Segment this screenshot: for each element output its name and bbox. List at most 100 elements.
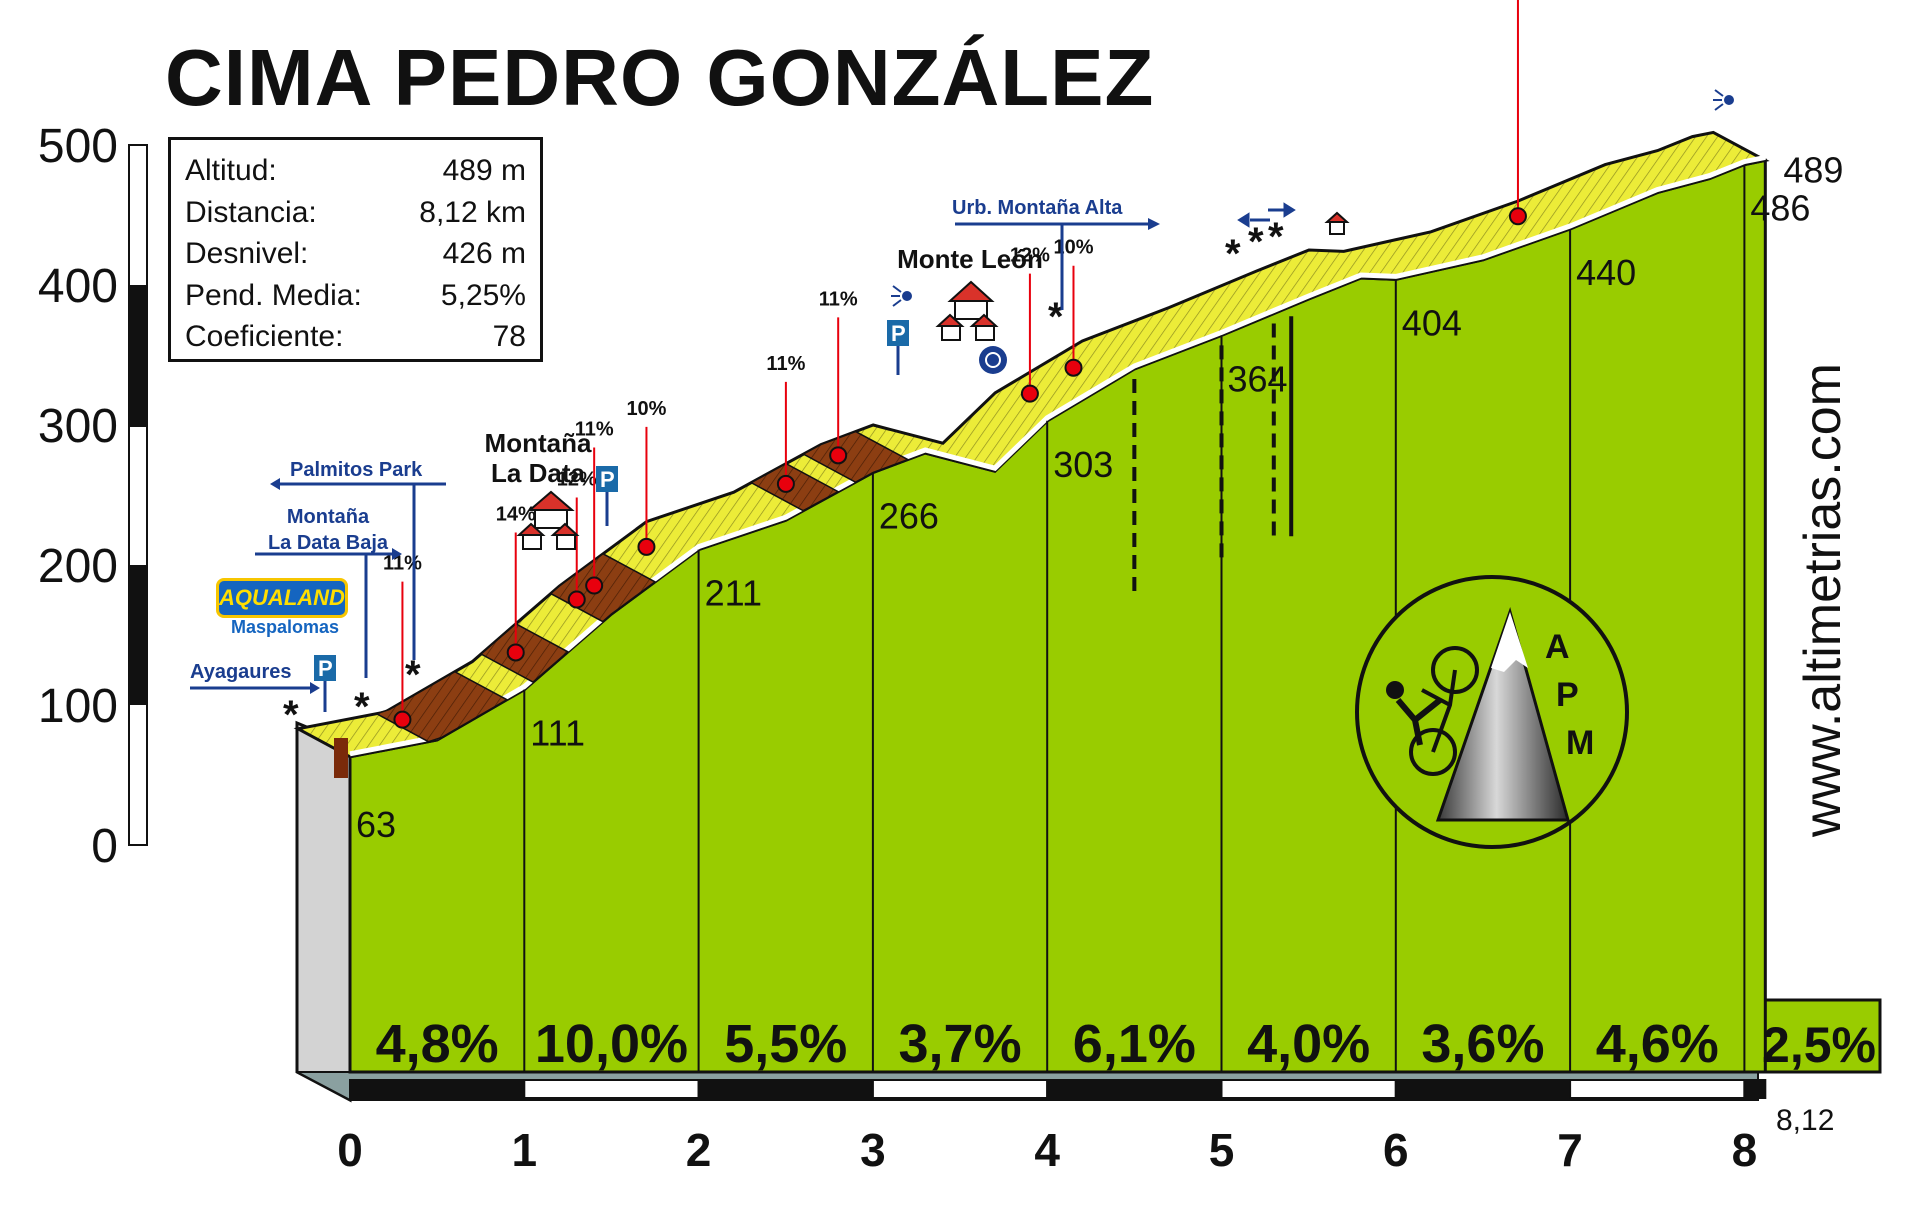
km-bar-segment (1046, 1079, 1223, 1099)
star-icon: * (1225, 232, 1241, 276)
parking-icon-letter: P (318, 656, 333, 681)
y-scale-band (129, 565, 147, 705)
x-tick-label: 6 (1383, 1124, 1409, 1176)
star-icon: * (1268, 215, 1284, 259)
marker-dot (567, 590, 586, 609)
y-tick-label: 200 (38, 540, 118, 593)
place-ayagaures: Ayagaures (190, 661, 292, 683)
place-palmitos-park: Palmitos Park (290, 459, 423, 481)
marker-dot (1508, 207, 1527, 226)
stat-label: Desnivel: (185, 237, 309, 270)
cyclist-icon (1386, 681, 1404, 699)
dashed-markers (1132, 316, 1294, 599)
km-altitude-label: 303 (1053, 444, 1113, 485)
stat-label: Coeficiente: (185, 320, 344, 353)
marker-label: 14% (496, 503, 536, 525)
apm-logo: A P M (1355, 575, 1629, 849)
y-tick-label: 100 (38, 680, 118, 733)
km-altitude-label: 440 (1576, 252, 1636, 293)
logo-letter: A (1545, 628, 1570, 666)
x-tick-label: 4 (1034, 1124, 1060, 1176)
stat-row: Pend. Media: 5,25% (185, 275, 526, 317)
stat-row: Coeficiente: 78 (185, 316, 526, 358)
house-icon (947, 280, 995, 302)
stat-label: Distancia: (185, 195, 317, 229)
stats-box: Altitud: 489 m Distancia: 8,12 km Desnivel… (168, 137, 543, 362)
star-icon: * (354, 685, 370, 729)
stat-label: Pend. Media: (185, 278, 362, 312)
x-tick-label: 1 (512, 1124, 538, 1176)
start-marker (334, 738, 348, 778)
mountain-icon (1435, 606, 1570, 822)
marker-dot (585, 576, 604, 595)
km-altitude-label: 364 (1228, 358, 1288, 399)
viewpoint-icons (891, 89, 1734, 307)
marker-dot (1020, 384, 1039, 403)
viewpoint-icon (1724, 95, 1734, 105)
marker-label: 11% (383, 553, 422, 575)
marker-label: 11% (575, 419, 614, 441)
stat-row: Desnivel: 426 m (185, 233, 526, 275)
place-monte-leon: Monte León (897, 244, 1043, 274)
km-bar-segment (349, 1079, 526, 1099)
marker-dot (1064, 358, 1083, 377)
stat-row: Distancia: 8,12 km (185, 192, 526, 234)
km-altitude-label: 63 (356, 804, 396, 845)
km-bar-segment (697, 1079, 874, 1099)
y-scale-bar (128, 144, 148, 846)
km-bar-segment (1220, 1079, 1397, 1099)
segment-gradient: 3,6% (1421, 1014, 1544, 1074)
logo-letter: P (1556, 676, 1579, 714)
page-title: CIMA PEDRO GONZÁLEZ (165, 33, 1155, 122)
marker-label: 11% (819, 288, 858, 310)
marker-dot (506, 643, 525, 662)
marker-dot (776, 474, 795, 493)
km-bar-segment (1569, 1079, 1746, 1099)
place-urb-montana-alta: Urb. Montaña Alta (952, 197, 1123, 219)
aqualand-subtitle: Maspalomas (230, 617, 340, 637)
stat-value: 8,12 km (419, 195, 526, 229)
x-axis-ticks: 0 1 2 3 4 5 6 7 8 8,12 (337, 1104, 1834, 1176)
junction-arrows (1237, 202, 1296, 228)
aqualand-logo: AQUALAND (216, 578, 348, 618)
place-montana-la-data: Montaña (485, 428, 592, 458)
parking-icon (887, 320, 909, 346)
marker-label: 12% (1010, 245, 1050, 267)
y-tick-label: 300 (38, 400, 118, 453)
marker-label: 11% (766, 353, 805, 375)
viewpoint-icon (902, 291, 912, 301)
final-segment-box (1756, 998, 1882, 1074)
x-end-label: 8,12 (1776, 1104, 1834, 1137)
segment-gradient-labels: 4,8% 10,0% 5,5% 3,7% 6,1% 4,0% 3,6% 4,6% 2,5% (376, 1014, 1876, 1074)
segment-gradient: 4,0% (1247, 1014, 1370, 1074)
steep-section (801, 430, 910, 483)
km-altitude-label: 111 (530, 713, 585, 754)
km-bar-segment (871, 1079, 1049, 1099)
village-icons (516, 211, 1350, 550)
segment-gradient: 3,7% (899, 1014, 1022, 1074)
y-tick-label: 0 (91, 820, 118, 873)
gradient-markers: 11%14%12%11%10%11%11%12%10%10% (383, 0, 1527, 729)
x-tick-label: 8 (1732, 1124, 1758, 1176)
marker-label: 10% (626, 398, 666, 420)
km-altitude-label: 211 (705, 573, 762, 614)
marker-dot (829, 446, 848, 465)
stat-value: 5,25% (440, 278, 526, 312)
y-axis-ticks: 0 100 200 300 400 500 (38, 120, 118, 873)
star-icon: * (405, 653, 421, 697)
place-montana-la-data-line2: La Data (491, 458, 585, 488)
parking-icon (314, 655, 336, 681)
km-scale-bar (349, 1079, 1767, 1099)
stat-label: Altitud: (185, 154, 277, 187)
bicycle-icon (1409, 728, 1457, 776)
km-bar-segment (523, 1079, 700, 1099)
star-icon: * (1048, 295, 1064, 339)
km-altitude-label: 486 (1750, 188, 1810, 229)
star-icons: * * * * * * * (283, 215, 1284, 737)
website-label: www.altimetrias.com (1793, 320, 1853, 880)
logo-letter: M (1566, 724, 1594, 762)
parking-icon (596, 466, 618, 492)
marker-dot (393, 710, 412, 729)
x-tick-label: 2 (686, 1124, 712, 1176)
